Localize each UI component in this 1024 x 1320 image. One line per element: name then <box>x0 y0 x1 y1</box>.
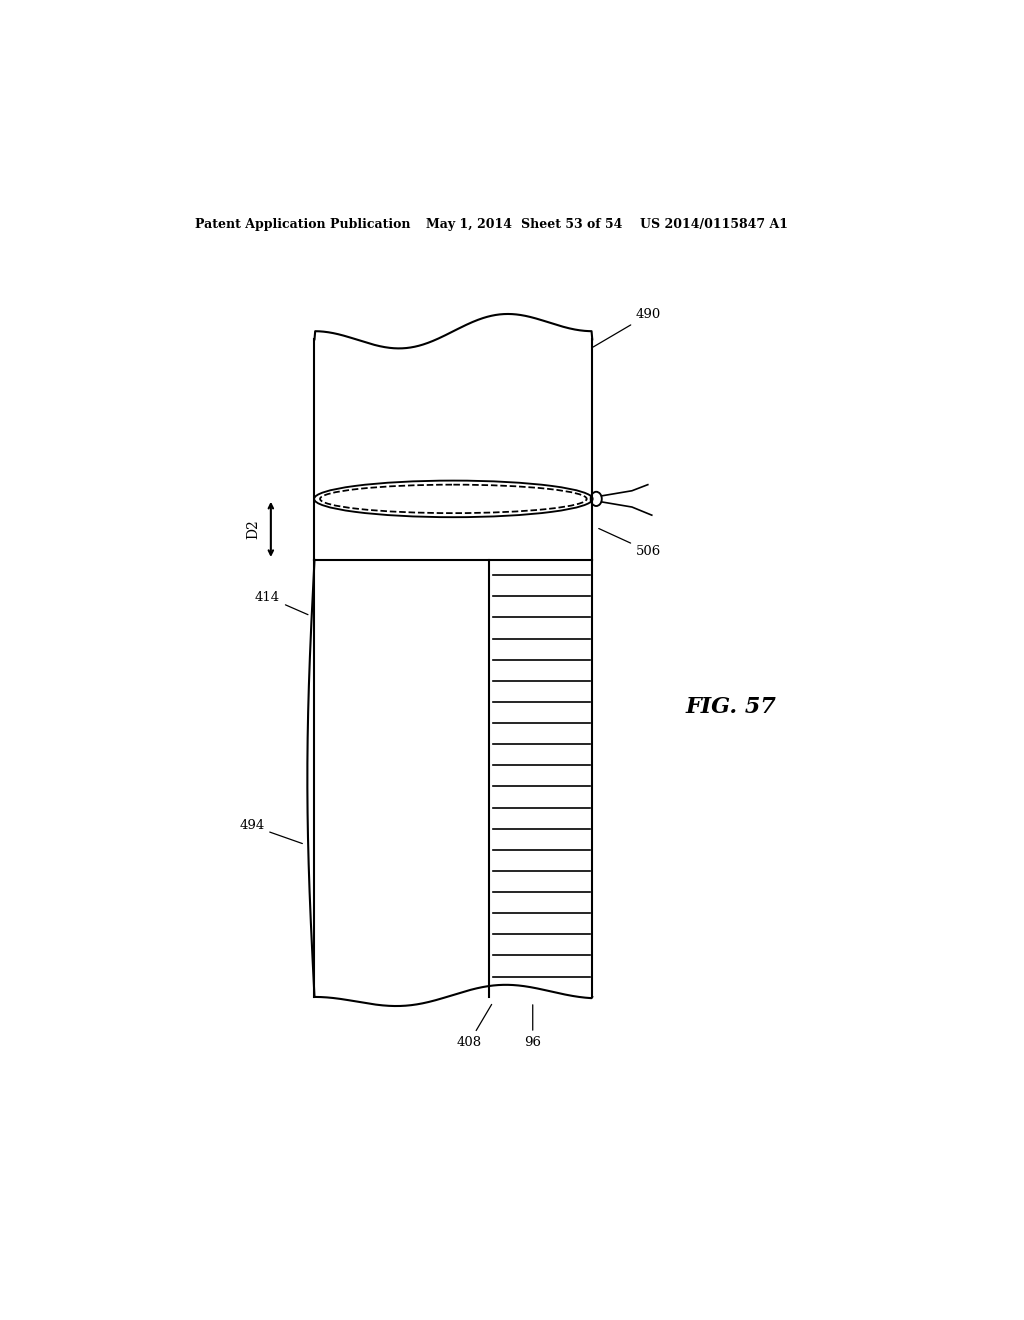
Text: 96: 96 <box>524 1005 542 1048</box>
Text: 490: 490 <box>593 308 662 347</box>
Text: 506: 506 <box>599 528 662 558</box>
Text: US 2014/0115847 A1: US 2014/0115847 A1 <box>640 218 787 231</box>
Text: May 1, 2014: May 1, 2014 <box>426 218 512 231</box>
Text: 414: 414 <box>255 590 308 615</box>
Text: 494: 494 <box>239 820 302 843</box>
Text: 408: 408 <box>457 1005 492 1048</box>
Text: Sheet 53 of 54: Sheet 53 of 54 <box>521 218 623 231</box>
Text: D2: D2 <box>247 520 260 540</box>
Text: Patent Application Publication: Patent Application Publication <box>196 218 411 231</box>
Text: FIG. 57: FIG. 57 <box>686 696 776 718</box>
